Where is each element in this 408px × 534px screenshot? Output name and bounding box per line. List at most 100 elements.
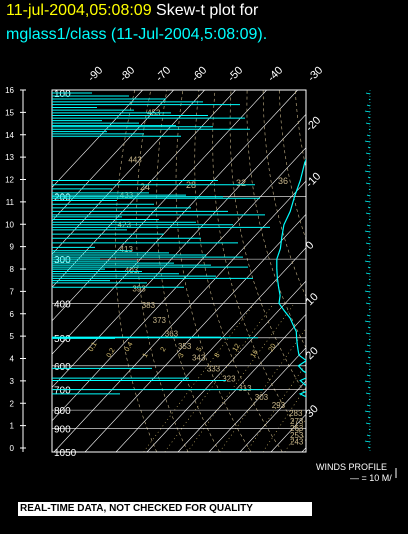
wind-barb	[365, 392, 371, 395]
theta-label: 36	[278, 176, 288, 186]
isotherm-top-label: -30	[306, 64, 326, 84]
wind-barb	[368, 308, 371, 311]
wind-barb	[366, 344, 371, 347]
theta-label: 32	[236, 178, 246, 188]
mixing-ratio-label: 20	[268, 343, 278, 353]
mixing-ratio-line	[305, 451, 306, 452]
plot-label: Skew-t plot for	[156, 2, 259, 19]
wind-barb	[368, 248, 371, 251]
wind-barb	[364, 380, 371, 383]
wind-barb	[365, 362, 371, 365]
wind-barb	[367, 236, 371, 239]
adiabat-label: 303	[255, 393, 269, 402]
wind-barb	[365, 272, 371, 275]
wind-barb	[365, 152, 371, 155]
height-tick-label: 2	[10, 399, 15, 408]
isotherm-line	[84, 213, 306, 452]
adiabat-label: 373	[153, 316, 167, 325]
height-tick-label: 16	[5, 86, 14, 95]
wind-barb	[364, 290, 371, 293]
dry-adiabat-line	[194, 90, 283, 452]
mixing-ratio-line	[339, 305, 408, 452]
mixing-ratio-line	[325, 305, 408, 452]
isotherm-right-label: -10	[304, 170, 324, 190]
dry-adiabat-line	[359, 90, 408, 452]
height-tick-label: 7	[10, 287, 15, 296]
wind-barb	[364, 170, 371, 173]
wind-barb	[368, 368, 371, 371]
dry-adiabat-line	[392, 90, 408, 452]
pressure-tick-label: 1050	[54, 448, 77, 459]
wind-barb	[368, 428, 371, 431]
adiabat-label: 243	[290, 437, 304, 446]
dry-adiabat-line	[262, 90, 306, 298]
wind-barb	[366, 314, 371, 317]
isotherm-line	[395, 90, 408, 452]
mixing-ratio-line	[262, 386, 306, 452]
wind-barb	[366, 374, 371, 377]
height-tick-label: 0	[10, 444, 15, 453]
wind-barb	[364, 200, 371, 203]
wind-barb	[364, 260, 371, 263]
wind-barb	[368, 158, 371, 161]
wind-barb	[368, 398, 371, 401]
wind-barb	[364, 410, 371, 413]
wind-barb	[367, 146, 371, 149]
isotherm-top-label: -70	[154, 64, 174, 84]
height-tick-label: 3	[10, 377, 15, 386]
pressure-tick-label: 500	[54, 334, 71, 345]
height-tick-label: 14	[5, 131, 14, 140]
height-tick-label: 4	[10, 355, 15, 364]
height-tick-label: 6	[10, 310, 15, 319]
wind-barb	[365, 242, 371, 245]
adiabat-label: 363	[165, 330, 179, 339]
wind-barb	[366, 404, 371, 407]
wind-barb	[367, 416, 371, 419]
wind-barb	[365, 422, 371, 425]
mixing-ratio-label: 2	[160, 346, 168, 353]
isotherm-line	[52, 113, 306, 388]
adiabat-label: 433	[120, 191, 134, 200]
mixing-ratio-label: 3	[178, 352, 186, 359]
wind-barb	[367, 356, 371, 359]
mixing-ratio-label: 1	[142, 352, 150, 359]
mixing-ratio-line	[246, 363, 306, 452]
dry-adiabat-line	[311, 90, 408, 452]
adiabat-label: 413	[120, 245, 134, 254]
wind-barb	[368, 188, 371, 191]
adiabat-label: 263	[290, 424, 304, 433]
dewpoint-profile-line	[276, 158, 306, 398]
isotherm-line	[52, 90, 143, 188]
mixing-ratio-label: 8	[214, 352, 222, 359]
dry-adiabat-line	[246, 90, 306, 349]
isotherm-right-label: -20	[304, 114, 324, 134]
wind-barb	[364, 320, 371, 323]
adiabat-label: 383	[142, 301, 156, 310]
dry-adiabat-line	[156, 90, 220, 452]
height-tick-label: 12	[5, 176, 14, 185]
wind-barb	[368, 98, 371, 101]
adiabat-label: 353	[178, 342, 192, 351]
temperature-profile-line	[326, 90, 387, 445]
wind-barb	[365, 332, 371, 335]
height-tick-label: 13	[5, 153, 14, 162]
wind-barb	[368, 338, 371, 341]
isotherm-top-label: -60	[190, 64, 210, 84]
mixing-ratio-label: 12	[232, 343, 242, 353]
adiabat-label: 253	[290, 431, 304, 440]
pressure-tick-label: 300	[54, 255, 71, 266]
pressure-tick-label: 100	[54, 89, 71, 100]
isotherm-top-label: -80	[118, 64, 138, 84]
isotherm-line	[146, 280, 306, 452]
pressure-tick-label: 600	[54, 362, 71, 373]
dry-adiabat-line	[115, 90, 157, 452]
mixing-ratio-line	[350, 305, 408, 452]
wind-barb	[365, 182, 371, 185]
wind-barb	[367, 116, 371, 119]
wind-barb	[365, 212, 371, 215]
isotherm-line	[208, 347, 306, 452]
mixing-ratio-label: 0.4	[124, 341, 135, 353]
height-tick-label: 15	[5, 108, 14, 117]
height-tick-label: 8	[10, 265, 15, 274]
